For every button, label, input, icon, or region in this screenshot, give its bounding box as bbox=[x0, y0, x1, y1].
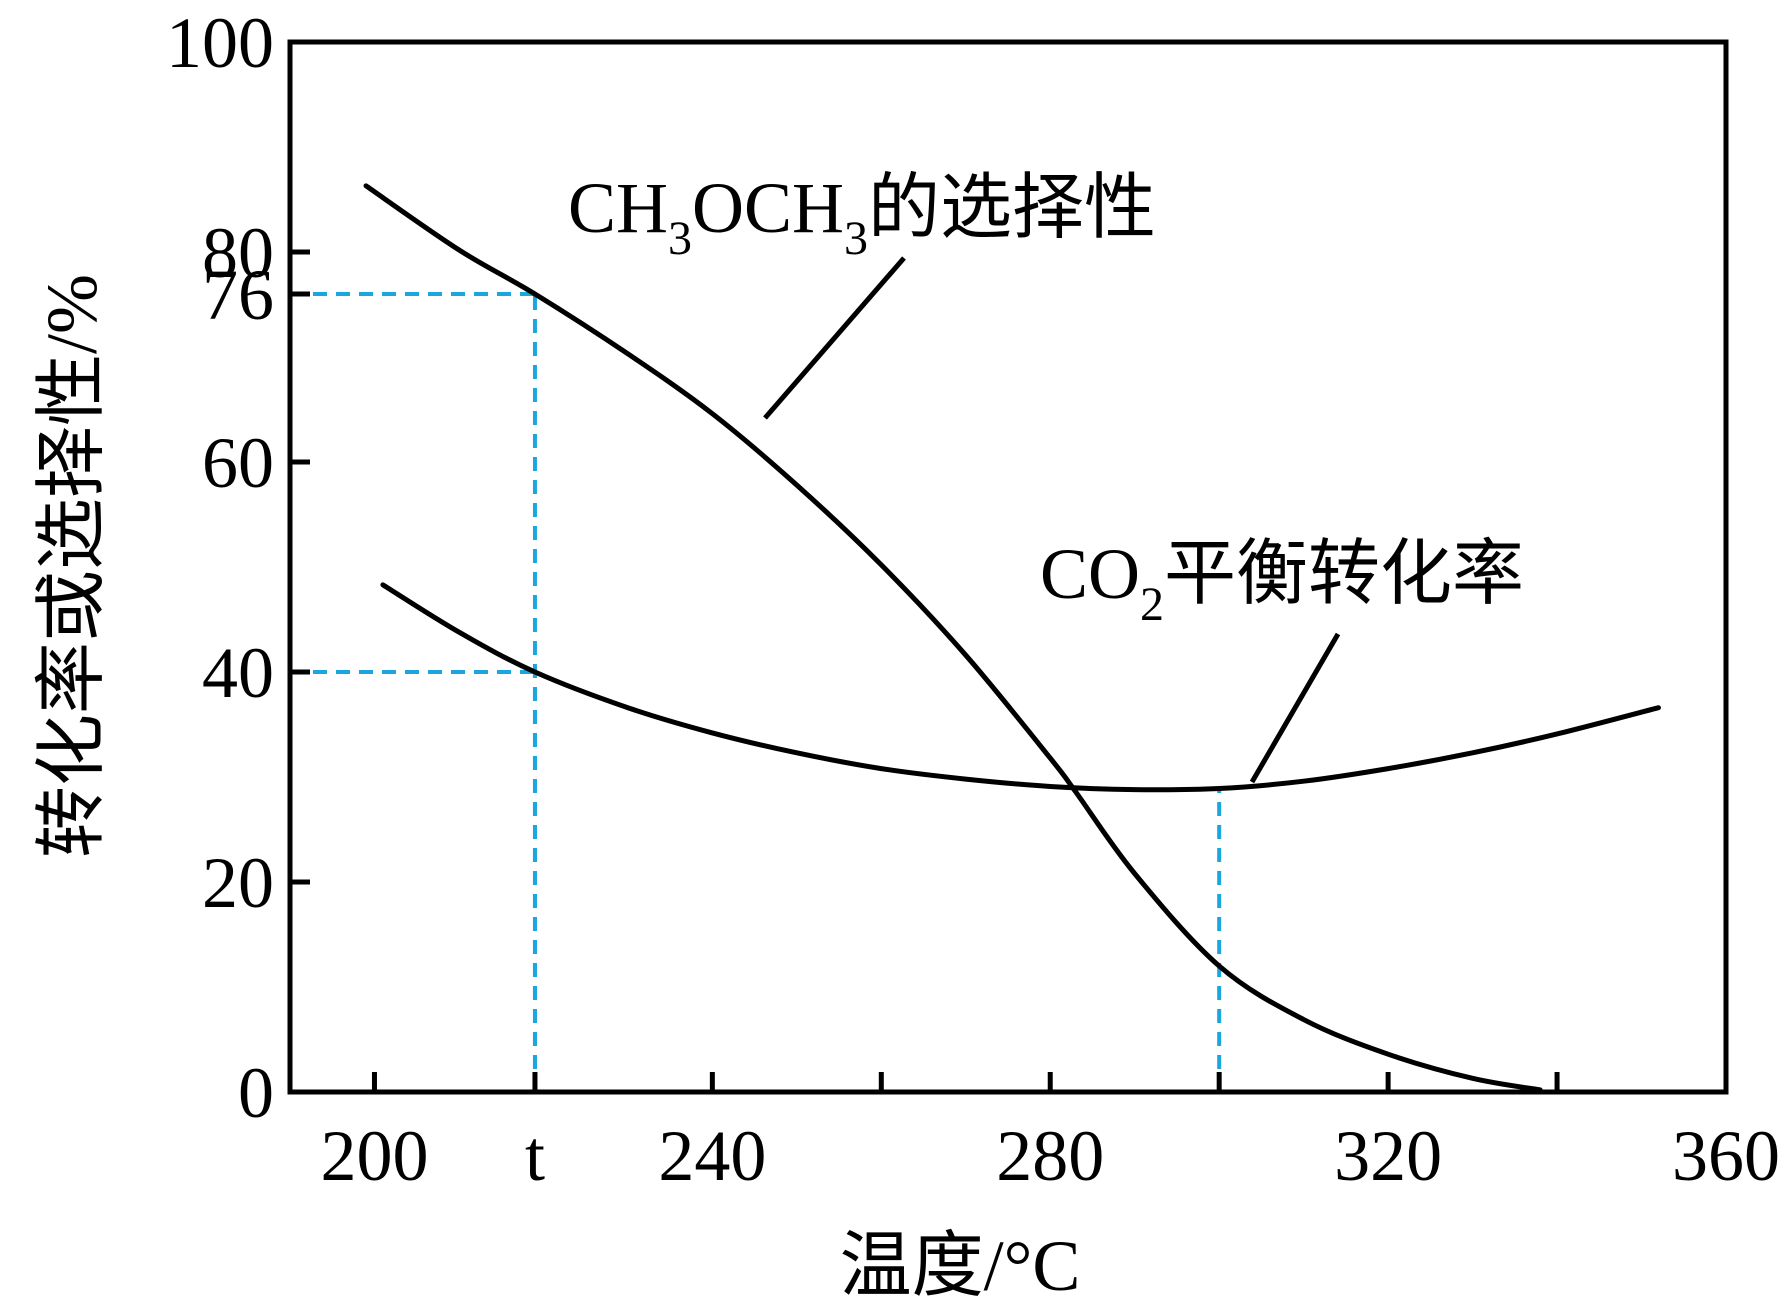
x-axis-title: 温度/°C bbox=[840, 1226, 1081, 1306]
y-tick-label-3: 60 bbox=[202, 423, 274, 503]
y-tick-label-2: 40 bbox=[202, 633, 274, 713]
y-tick-label-0: 0 bbox=[238, 1053, 274, 1133]
reference-lines bbox=[290, 292, 1222, 1092]
ch3och3-label-sub2: 3 bbox=[844, 212, 868, 265]
ch3och3-leader-line bbox=[763, 256, 906, 420]
x-tick-label-1: t bbox=[525, 1116, 545, 1196]
y-tick-label-4: 76 bbox=[202, 255, 274, 335]
series-line-1 bbox=[380, 582, 1661, 793]
x-tick-label-0: 200 bbox=[320, 1116, 428, 1196]
co2-label-tail: 平衡转化率 bbox=[1164, 534, 1524, 614]
ch3och3-label-mid: OCH bbox=[692, 168, 844, 248]
axis-ticks bbox=[290, 249, 1560, 1092]
ch3och3-label-sub1: 3 bbox=[668, 212, 692, 265]
x-tick-label-4: 320 bbox=[1334, 1116, 1442, 1196]
ch3och3-curve-label: CH3OCH3的选择性 bbox=[568, 168, 1156, 265]
co2-label-main: CO bbox=[1040, 534, 1140, 614]
series-group bbox=[363, 183, 1661, 1093]
x-tick-label-2: 240 bbox=[658, 1116, 766, 1196]
y-tick-label-5: 80 bbox=[202, 213, 274, 293]
x-tick-label-3: 280 bbox=[996, 1116, 1104, 1196]
plot-frame bbox=[287, 39, 1729, 1095]
x-tick-label-5: 360 bbox=[1672, 1116, 1780, 1196]
co2-curve-label: CO2平衡转化率 bbox=[1040, 534, 1524, 631]
series-line-0 bbox=[363, 183, 1543, 1093]
y-tick-label-6: 100 bbox=[166, 3, 274, 83]
y-axis-title: 转化率或选择性/% bbox=[32, 274, 112, 858]
ch3och3-label-tail: 的选择性 bbox=[868, 168, 1156, 248]
ch3och3-label-main: CH bbox=[568, 168, 668, 248]
co2-leader-line bbox=[1249, 632, 1341, 784]
y-tick-label-1: 20 bbox=[202, 843, 274, 923]
co2-label-sub1: 2 bbox=[1140, 578, 1164, 631]
